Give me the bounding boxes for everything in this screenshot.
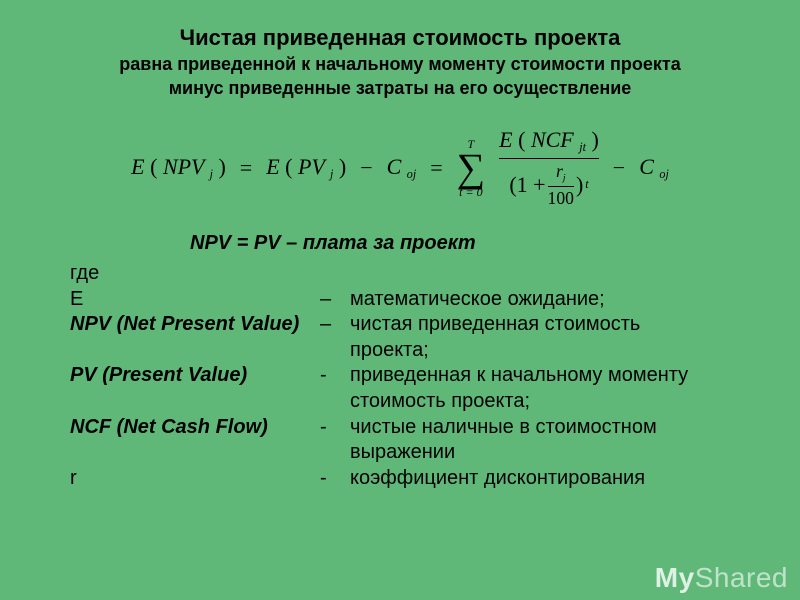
f-mid: E ( PV j ) — [266, 154, 346, 182]
f-text: ) — [218, 154, 225, 179]
definition-separator: – — [320, 287, 350, 313]
f-sub: j — [210, 167, 213, 181]
title-sub-2: минус приведенные затраты на его осущест… — [40, 76, 760, 100]
fraction-line — [499, 158, 599, 159]
definition-separator: - — [320, 466, 350, 492]
f-text: PV — [298, 154, 324, 179]
inner-frac-top: rj — [556, 162, 566, 184]
definition-row: E–математическое ожидание; — [70, 287, 760, 313]
f-text: E — [131, 154, 144, 179]
f-text: C — [639, 154, 654, 179]
watermark-shared: Shared — [695, 562, 788, 593]
watermark: MyShared — [655, 562, 788, 594]
definition-term: E — [70, 287, 320, 313]
f-sub: jt — [579, 140, 586, 154]
sigma-icon: ∑ — [457, 150, 486, 186]
definition-term: NCF (Net Cash Flow) — [70, 415, 320, 441]
f-c2: C oj — [639, 154, 669, 182]
definition-description-cont: проекта; — [350, 338, 760, 364]
definition-description: приведенная к начальному моменту — [350, 363, 760, 389]
f-text: ( — [150, 154, 157, 179]
definition-row: NCF (Net Cash Flow)-чистые наличные в ст… — [70, 415, 760, 441]
definition-term: r — [70, 466, 320, 492]
definition-row: r-коэффициент дисконтирования — [70, 466, 760, 492]
title-main: Чистая приведенная стоимость проекта — [40, 24, 760, 52]
definition-term: NPV (Net Present Value) — [70, 312, 320, 338]
f-lhs: E ( NPV j ) — [131, 154, 226, 182]
f-text: NCF — [531, 127, 574, 152]
f-sup: t — [585, 178, 588, 191]
definition-description-cont: стоимость проекта; — [350, 389, 760, 415]
f-sub: j — [563, 172, 566, 183]
definition-row: PV (Present Value)-приведенная к начальн… — [70, 363, 760, 389]
npv-summary-line: NPV = PV – плата за проект — [190, 232, 760, 255]
f-text: C — [387, 154, 402, 179]
definition-description: коэффициент дисконтирования — [350, 466, 760, 492]
definition-term: PV (Present Value) — [70, 363, 320, 389]
definition-description: чистая приведенная стоимость — [350, 312, 760, 338]
f-text: ) — [591, 127, 598, 152]
definition-description: математическое ожидание; — [350, 287, 760, 313]
title-block: Чистая приведенная стоимость проекта рав… — [40, 24, 760, 100]
definition-separator: - — [320, 363, 350, 389]
f-text: NPV — [163, 154, 204, 179]
f-sub: oj — [659, 167, 668, 181]
sigma: T ∑ t = 0 — [457, 138, 486, 198]
equals-icon: = — [240, 155, 252, 181]
f-text: r — [556, 161, 563, 181]
fraction-denominator: (1 + rj 100 ) t — [509, 162, 588, 208]
f-text: ) — [339, 154, 346, 179]
equals-icon: = — [430, 155, 442, 181]
fraction-numerator: E ( NCF jt ) — [499, 128, 599, 155]
sigma-bottom: t = 0 — [459, 186, 482, 198]
definition-separator: – — [320, 312, 350, 338]
f-c1: C oj — [387, 154, 417, 182]
f-text: 100 — [548, 189, 574, 208]
inner-fraction: rj 100 — [548, 162, 574, 208]
definitions-block: где E–математическое ожидание;NPV (Net P… — [70, 261, 760, 491]
definition-separator: - — [320, 415, 350, 441]
watermark-my: My — [655, 562, 695, 593]
slide: Чистая приведенная стоимость проекта рав… — [0, 0, 800, 491]
minus-icon: − — [360, 155, 372, 181]
f-sub: oj — [407, 167, 416, 181]
f-text: E — [266, 154, 279, 179]
title-sub-1: равна приведенной к начальному моменту с… — [40, 52, 760, 76]
where-label: где — [70, 261, 760, 287]
f-text: E — [499, 127, 512, 152]
f-sub: j — [330, 167, 333, 181]
f-text: (1 + — [509, 173, 545, 197]
f-text: ( — [285, 154, 292, 179]
fraction-line — [548, 186, 574, 187]
minus-icon: − — [613, 155, 625, 181]
main-fraction: E ( NCF jt ) (1 + rj 100 ) t — [499, 128, 599, 208]
definition-row: NPV (Net Present Value)–чистая приведенн… — [70, 312, 760, 338]
definition-description-cont: выражении — [350, 440, 760, 466]
definition-description: чистые наличные в стоимостном — [350, 415, 760, 441]
f-text: ) — [576, 173, 583, 197]
formula: E ( NPV j ) = E ( PV j ) − C oj = T ∑ t … — [40, 128, 760, 208]
f-text: ( — [518, 127, 525, 152]
